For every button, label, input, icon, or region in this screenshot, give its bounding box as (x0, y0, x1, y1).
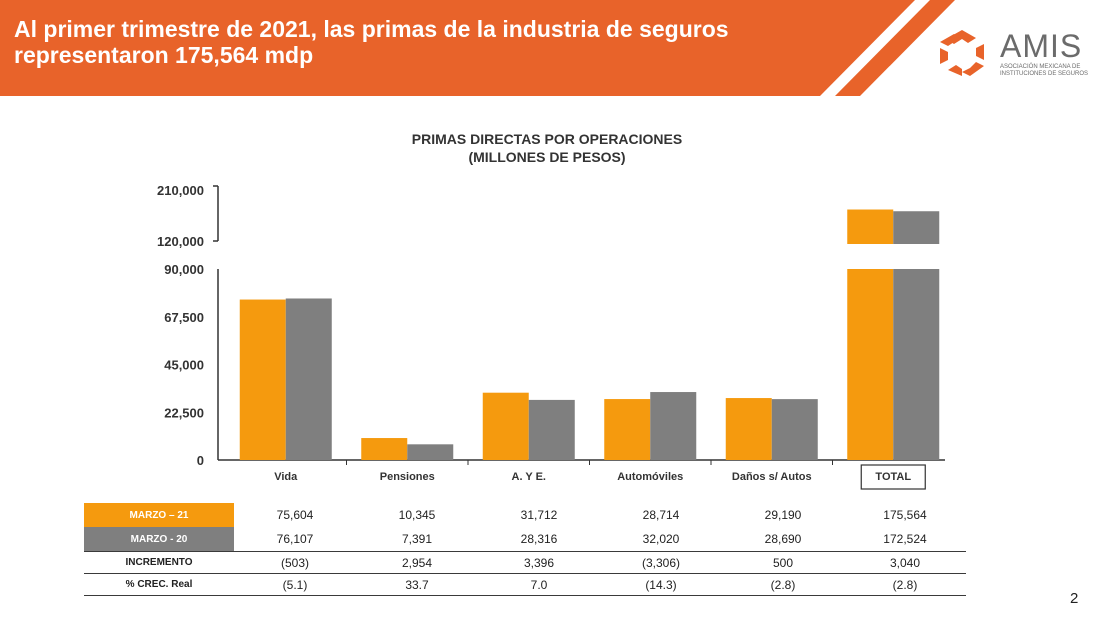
y-tick-label: 0 (197, 453, 204, 468)
table-cell: 28,690 (764, 532, 802, 546)
table-cell: 32,020 (642, 532, 680, 546)
y-tick-label: 22,500 (164, 405, 204, 420)
bar-upper-marzo-21 (847, 209, 894, 244)
row-label: MARZO – 21 (84, 503, 234, 527)
category-label: TOTAL (875, 471, 911, 483)
table-cell: 76,107 (276, 532, 314, 546)
table-cell: 75,604 (276, 508, 314, 522)
table-cell: (14.3) (600, 573, 722, 596)
table-cell: 500 (722, 551, 844, 574)
bar-marzo-20 (528, 399, 575, 460)
bar-chart: 0 22,500 45,000 67,500 90,000 120,000 210,000 V… (157, 183, 945, 490)
row-label: % CREC. Real (84, 573, 234, 596)
bar-marzo-21 (847, 269, 894, 460)
table-cell: 2,954 (356, 551, 478, 574)
chart-title: PRIMAS DIRECTAS POR OPERACIONES (MILLONE… (350, 130, 744, 166)
table-cell: (2.8) (844, 573, 966, 596)
header-banner (0, 0, 955, 96)
row-label: MARZO - 20 (84, 527, 234, 552)
bar-marzo-21 (725, 398, 772, 460)
table-cell: 29,190 (764, 508, 802, 522)
bar-marzo-20 (893, 269, 940, 460)
total-label-box (860, 464, 926, 490)
table-cell: 172,524 (883, 532, 927, 546)
bar-marzo-20 (285, 298, 332, 460)
bar-marzo-20 (650, 392, 697, 460)
bar-marzo-20 (771, 399, 818, 460)
table-cell: 10,345 (398, 508, 436, 522)
table-cell: 175,564 (883, 508, 927, 522)
data-table: MARZO – 21 75,604 10,345 31,712 28,714 29,190… (84, 503, 966, 596)
table-cell: 28,714 (642, 508, 680, 522)
table-cell: 28,316 (520, 532, 558, 546)
table-cell: 3,396 (478, 551, 600, 574)
category-label: Pensiones (380, 471, 435, 483)
table-cell: (5.1) (234, 573, 356, 596)
chart-title-main: PRIMAS DIRECTAS POR OPERACIONES (411, 131, 683, 147)
table-cell: 33.7 (356, 573, 478, 596)
category-label: Automóviles (617, 471, 683, 483)
amis-logo-icon (940, 30, 984, 76)
table-cell: (503) (234, 551, 356, 574)
table-cell: 7,391 (401, 532, 433, 546)
table-row: MARZO – 21 75,604 10,345 31,712 28,714 29,190… (84, 503, 966, 527)
logo-subtitle: Asociación Mexicana de Instituciones de … (1000, 64, 1089, 77)
page-title: Al primer trimestre de 2021, las primas … (14, 16, 729, 68)
row-label: INCREMENTO (84, 551, 234, 574)
table-cell: 3,040 (844, 551, 966, 574)
category-label: Daños s/ Autos (732, 471, 812, 483)
bar-upper-marzo-20 (893, 211, 940, 244)
y-tick-label: 120,000 (157, 234, 204, 249)
y-tick-label: 90,000 (164, 262, 204, 277)
category-label: Vida (274, 471, 298, 483)
y-tick-label: 67,500 (164, 310, 204, 325)
category-label: A. Y E. (512, 471, 546, 483)
table-cell: (2.8) (722, 573, 844, 596)
bar-marzo-21 (604, 399, 651, 460)
page-number: 2 (1070, 590, 1079, 607)
bar-marzo-21 (482, 392, 529, 460)
chart-subtitle: (MILLONES DE PESOS) (468, 149, 626, 165)
bar-marzo-21 (361, 438, 408, 460)
table-cell: 31,712 (520, 508, 558, 522)
table-cell: (3,306) (600, 551, 722, 574)
table-row: % CREC. Real (5.1) 33.7 7.0 (14.3) (2.8) (2.8) (84, 573, 966, 596)
bar-marzo-21 (239, 299, 286, 460)
logo-name: AMIS (1000, 28, 1083, 64)
bar-marzo-20 (407, 444, 454, 460)
table-row: INCREMENTO (503) 2,954 3,396 (3,306) 500 3,040 (84, 551, 966, 574)
table-cell: 7.0 (478, 573, 600, 596)
y-tick-label: 45,000 (164, 358, 204, 373)
table-row: MARZO - 20 76,107 7,391 28,316 32,020 28,690 1… (84, 527, 966, 552)
y-tick-label: 210,000 (157, 183, 204, 198)
